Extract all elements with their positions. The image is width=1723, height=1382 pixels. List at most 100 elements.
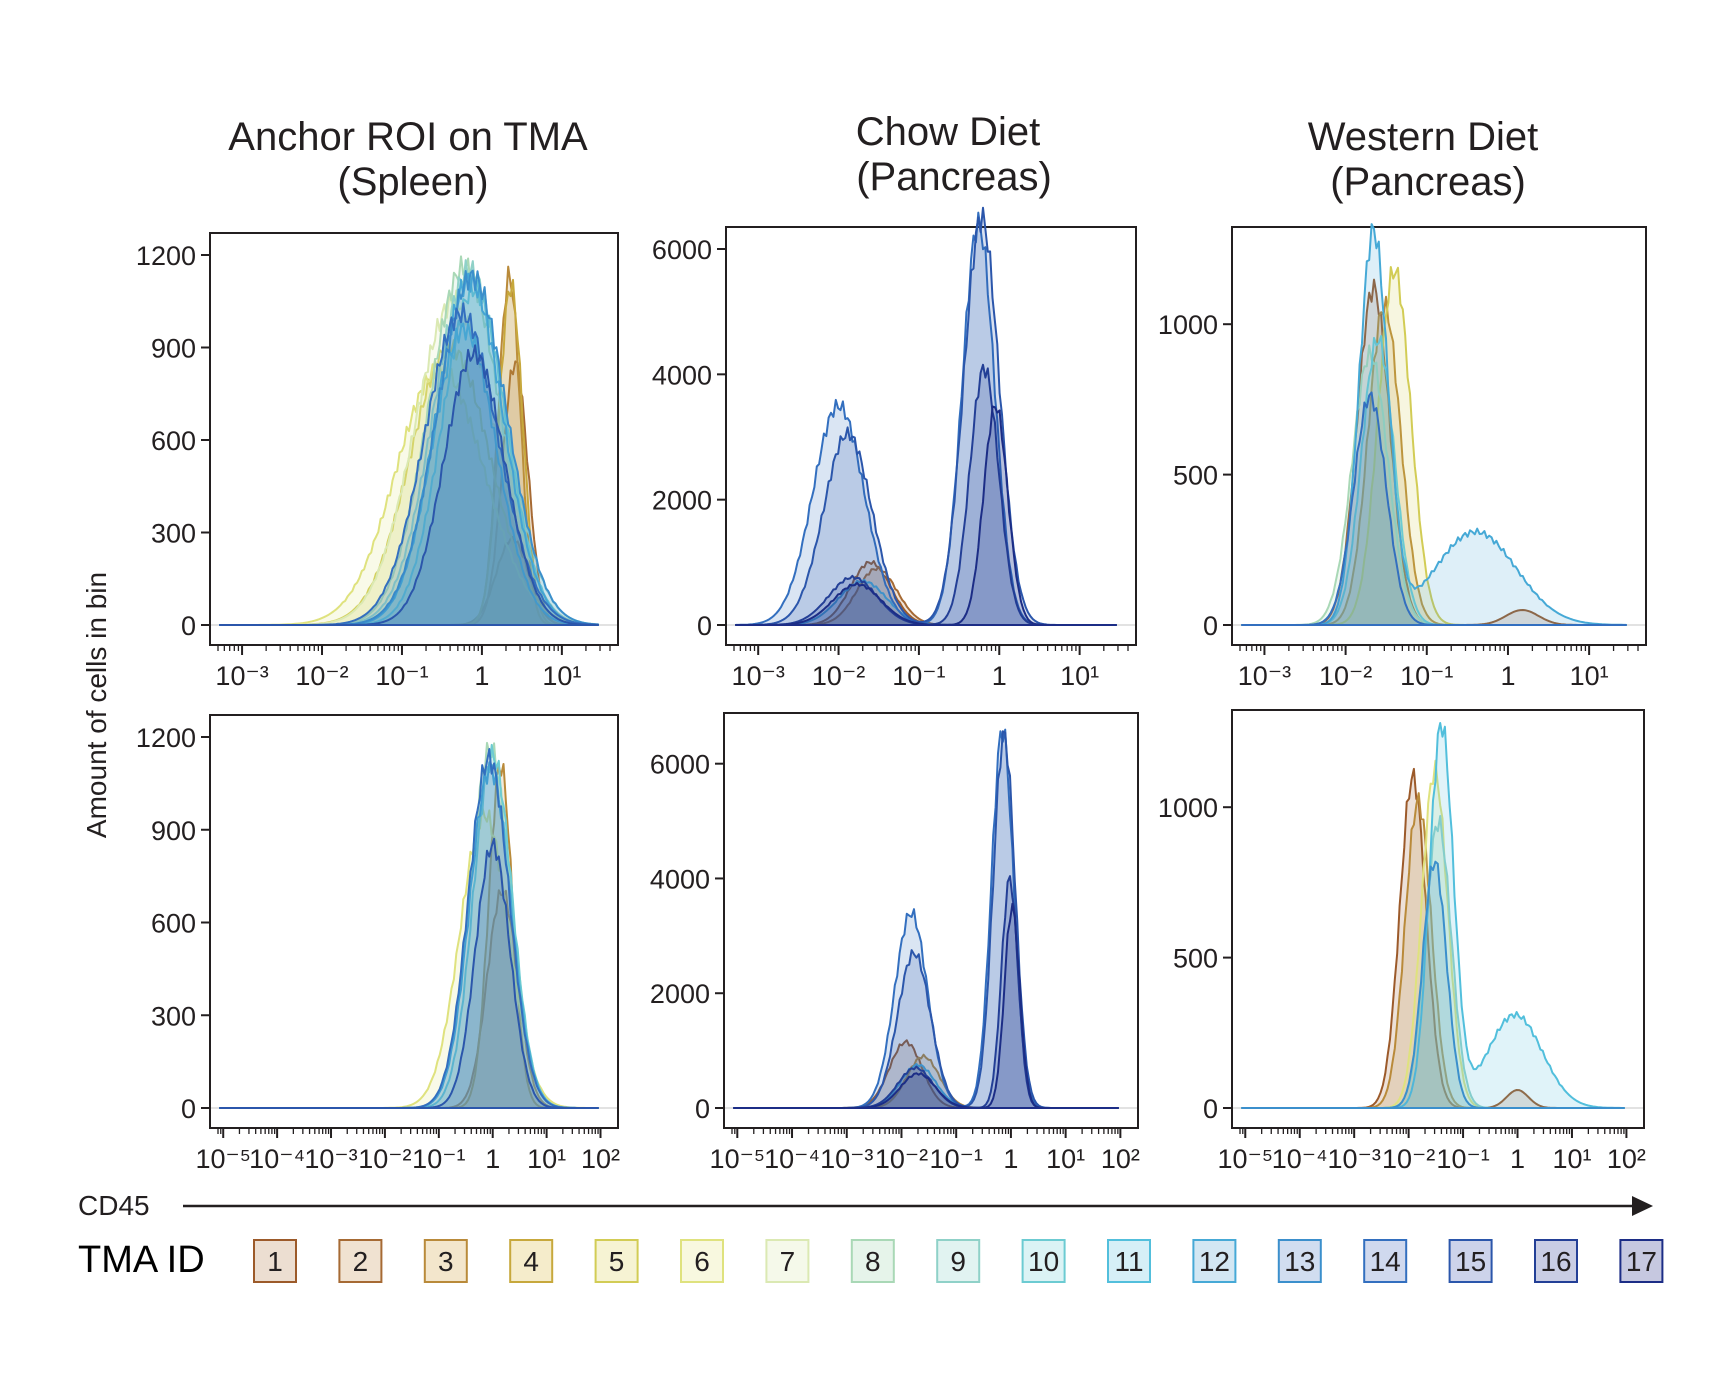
legend-label-10: 10 [1028, 1246, 1059, 1277]
y-tick-label: 1000 [1158, 310, 1218, 340]
col-title-1-line1: Anchor ROI on TMA [228, 115, 588, 159]
legend-label-2: 2 [353, 1246, 369, 1277]
x-tick-label: 10¹ [1570, 661, 1609, 691]
y-tick-label: 0 [697, 611, 712, 641]
legend-label-15: 15 [1455, 1246, 1486, 1277]
legend-swatch-7 [765, 1239, 810, 1283]
panel-western-bottom: 0 500 1000 10⁻⁵10⁻⁴ 10⁻³ 10⁻² 10⁻¹ 1 10¹ 10² [1158, 709, 1646, 1174]
y-tick-label: 300 [151, 519, 196, 549]
x-tick-label: 10¹ [1552, 1144, 1591, 1174]
y-tick-label: 600 [151, 426, 196, 456]
legend-label-7: 7 [780, 1246, 796, 1277]
plot-frame [725, 226, 1137, 646]
x-tick-label: 10⁻¹ [892, 661, 945, 691]
x-tick-label: 10² [1607, 1144, 1646, 1174]
x-tick-label: 10¹ [527, 1144, 566, 1174]
legend-label-8: 8 [865, 1246, 881, 1277]
x-tick-label: 1 [992, 661, 1007, 691]
legend-label-1: 1 [267, 1246, 283, 1277]
x-tick-label: 10⁻³ [215, 661, 268, 691]
x-tick-label: 10¹ [1046, 1144, 1085, 1174]
y-tick-label: 0 [181, 1094, 196, 1124]
legend-title: TMA ID [78, 1239, 205, 1281]
y-axis-label: Amount of cells in bin [81, 572, 112, 838]
legend-swatch-9 [936, 1239, 981, 1283]
x-tick-label: 10⁻² [295, 661, 348, 691]
y-tick-label: 500 [1173, 461, 1218, 491]
x-tick-label: 10⁻⁵ [195, 1144, 250, 1174]
x-tick-label: 10⁻³ [1328, 1144, 1381, 1174]
y-tick-label: 0 [1203, 611, 1218, 641]
x-tick-label: 10² [581, 1144, 620, 1174]
legend-label-3: 3 [438, 1246, 454, 1277]
legend-label-5: 5 [609, 1246, 625, 1277]
y-tick-label: 6000 [652, 235, 712, 265]
legend-swatch-3 [423, 1239, 468, 1283]
legend-label-4: 4 [523, 1246, 539, 1277]
x-tick-label: 1 [1003, 1144, 1018, 1174]
col-title-3-line2: (Pancreas) [1330, 160, 1526, 204]
legend-swatch-15 [1448, 1239, 1493, 1283]
histogram-series-tma-15 [219, 837, 599, 1109]
legend-swatch-14 [1363, 1239, 1408, 1283]
panel-western-top: 0 500 1000 10⁻³ 10⁻² 10⁻¹ 1 10¹ [1158, 223, 1647, 691]
legend-swatch-5 [594, 1239, 639, 1283]
x-tick-label: 10⁻³ [732, 661, 785, 691]
x-tick-label: 10⁻¹ [1400, 661, 1453, 691]
cd45-arrow-head [1632, 1196, 1653, 1216]
panel-spleen-top: 0 300 600 900 1200 10⁻³ 10⁻² 10⁻¹ 1 10¹ [136, 232, 619, 691]
col-title-3-line1: Western Diet [1308, 115, 1538, 159]
x-tick-label: 10⁻² [358, 1144, 411, 1174]
x-axis-label: CD45 [78, 1190, 150, 1221]
x-tick-label: 10⁻⁴ [1272, 1144, 1328, 1174]
histogram-series-tma-17 [735, 405, 1117, 626]
x-tick-label: 10¹ [542, 661, 581, 691]
x-tick-label: 10⁻² [1382, 1144, 1435, 1174]
x-tick-label: 10⁻¹ [1436, 1144, 1489, 1174]
x-tick-label: 10⁻⁴ [249, 1144, 305, 1174]
col-title-1-line2: (Spleen) [337, 160, 488, 204]
x-tick-label: 10⁻² [1319, 661, 1372, 691]
y-tick-label: 500 [1173, 944, 1218, 974]
histogram-series-tma-15 [219, 344, 599, 626]
panel-spleen-bottom: 0 300 600 900 1200 10⁻⁵10⁻⁴ 10⁻³ 10⁻² 10⁻¹ 1 10¹ 10… [136, 714, 620, 1174]
plot-frame [1231, 226, 1647, 646]
histogram-series-tma-13 [1241, 860, 1625, 1109]
x-tick-label: 1 [1500, 661, 1515, 691]
legend-swatch-17 [1619, 1239, 1664, 1283]
x-tick-label: 10⁻³ [820, 1144, 873, 1174]
y-tick-label: 600 [151, 909, 196, 939]
legend-swatch-1 [253, 1239, 297, 1283]
x-tick-label: 10¹ [1060, 661, 1099, 691]
x-tick-label: 10⁻³ [1238, 661, 1291, 691]
col-title-2-line1: Chow Diet [856, 110, 1041, 154]
x-tick-label: 10⁻² [812, 661, 865, 691]
legend-label-6: 6 [694, 1246, 710, 1277]
y-tick-label: 6000 [650, 750, 710, 780]
x-tick-label: 1 [485, 1144, 500, 1174]
y-tick-label: 0 [695, 1094, 710, 1124]
y-tick-label: 300 [151, 1001, 196, 1031]
x-tick-label: 10⁻¹ [375, 661, 428, 691]
y-tick-label: 0 [1203, 1094, 1218, 1124]
legend-swatch-13 [1277, 1239, 1322, 1283]
legend-label-17: 17 [1626, 1246, 1657, 1277]
x-tick-label: 10⁻⁵ [710, 1144, 765, 1174]
legend-swatch-16 [1534, 1239, 1578, 1283]
histogram-series-tma-14 [1241, 391, 1627, 626]
legend-label-11: 11 [1114, 1246, 1143, 1277]
legend-label-13: 13 [1284, 1246, 1315, 1277]
x-tick-label: 10⁻⁵ [1218, 1144, 1273, 1174]
x-tick-label: 1 [1510, 1144, 1525, 1174]
y-tick-label: 900 [151, 816, 196, 846]
plot-frame [723, 712, 1139, 1129]
legend-swatch-12 [1192, 1239, 1237, 1283]
legend-label-9: 9 [950, 1246, 966, 1277]
x-tick-label: 10⁻² [875, 1144, 928, 1174]
x-tick-label: 10⁻⁴ [764, 1144, 820, 1174]
y-tick-label: 2000 [652, 486, 712, 516]
legend-swatch-11 [1107, 1239, 1151, 1283]
legend-swatch-8 [850, 1239, 895, 1283]
legend-label-14: 14 [1370, 1246, 1401, 1277]
